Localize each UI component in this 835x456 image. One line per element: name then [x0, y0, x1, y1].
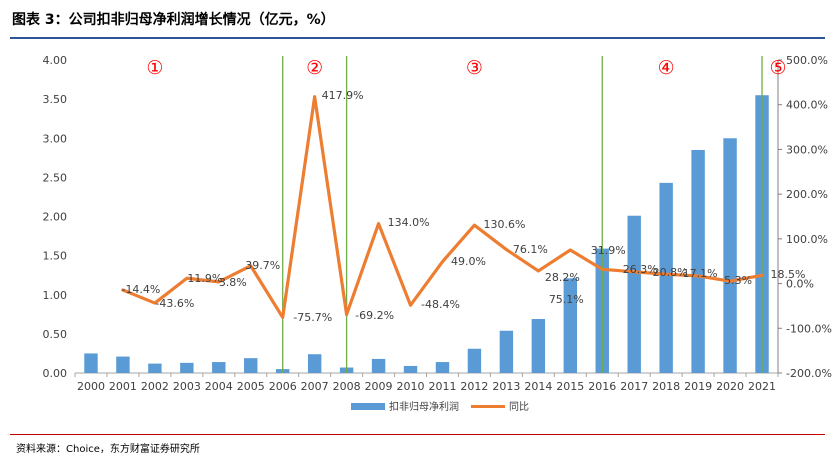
x-axis-tick-label: 2008: [333, 380, 361, 393]
right-axis-tick-label: 0.0%: [786, 278, 814, 291]
x-axis-tick-label: 2006: [269, 380, 297, 393]
x-axis-tick-label: 2021: [748, 380, 776, 393]
bar-2001: [116, 356, 130, 373]
right-axis-tick-label: -100.0%: [786, 322, 832, 335]
bar-series: [84, 95, 769, 374]
data-label-2013: 76.1%: [513, 243, 548, 256]
data-label-2001: -14.4%: [121, 283, 160, 296]
data-label-2002: -43.6%: [155, 297, 194, 310]
right-axis-tick-label: 200.0%: [786, 188, 828, 201]
left-axis-tick-label: 3.00: [43, 132, 68, 145]
data-labels: -14.4%-43.6% 11.9%3.8% 39.7% -75.7% 417.9% -6…: [121, 89, 805, 324]
bar-2002: [148, 363, 162, 373]
growth-line: [121, 95, 764, 320]
phase-label: ②: [306, 57, 323, 79]
x-axis-tick-label: 2002: [141, 380, 169, 393]
data-label-2006: -75.7%: [293, 311, 332, 324]
left-axis-tick-label: 1.50: [43, 250, 68, 263]
x-axis-tick-label: 2005: [237, 380, 265, 393]
title-divider: [10, 37, 825, 39]
phase-label: ①: [146, 57, 163, 79]
x-axis-tick-label: 2010: [397, 380, 425, 393]
bar-2004: [212, 362, 226, 373]
data-label-2020: 5.3%: [724, 274, 752, 287]
bar-2012: [467, 348, 482, 373]
data-label-2019: 17.1%: [683, 267, 718, 280]
x-axis-tick-label: 2020: [716, 380, 744, 393]
data-label-2010: -48.4%: [421, 298, 460, 311]
x-axis-tick-label: 2001: [109, 380, 137, 393]
bar-2009: [371, 358, 386, 373]
page-title: 图表 3：公司扣非归母净利润增长情况（亿元，%）: [12, 12, 335, 28]
bar-2005: [244, 358, 258, 373]
bar-2013: [499, 330, 514, 373]
data-label-2016: 31.9%: [591, 244, 626, 257]
right-axis-tick-label: 300.0%: [786, 143, 828, 156]
phase-label: ③: [466, 57, 483, 79]
bar-2011: [435, 362, 450, 373]
left-axis-tick-label: 0.50: [43, 328, 68, 341]
data-label-2007: 417.9%: [322, 89, 364, 102]
left-axis-tick-label: 1.00: [43, 289, 68, 302]
left-axis-tick-label: 4.00: [43, 54, 68, 67]
data-label-2018: 20.8%: [653, 266, 688, 279]
source-note: 资料来源：Choice，东方财富证券研究所: [16, 444, 200, 455]
phase-markers: ① ② ③ ④ ⑤: [146, 56, 787, 373]
x-axis-tick-label: 2007: [301, 380, 329, 393]
x-axis-tick-label: 2014: [524, 380, 552, 393]
line-series: [121, 95, 764, 320]
x-axis-tick-label: 2017: [620, 380, 648, 393]
right-axis-tick-label: 400.0%: [786, 99, 828, 112]
bar-2020: [723, 138, 737, 373]
legend-bar-swatch: [351, 403, 385, 410]
footer-divider: [10, 434, 825, 435]
data-label-2011: 49.0%: [451, 255, 486, 268]
left-axis-tick-label: 0.00: [43, 367, 68, 380]
data-label-2021: 18.5%: [771, 268, 806, 281]
right-axis-tick-label: -200.0%: [786, 367, 832, 380]
data-label-2012: 130.6%: [483, 218, 525, 231]
x-axis-tick-label: 2012: [460, 380, 488, 393]
chart-axes: 0.00 0.50 1.00 1.50 2.00 2.50 3.00 3.50 4.00 -200…: [43, 54, 832, 393]
x-axis-tick-label: 2004: [205, 380, 233, 393]
bar-2000: [84, 353, 98, 373]
right-axis-tick-label: 500.0%: [786, 54, 828, 67]
right-axis-tick-label: 100.0%: [786, 233, 828, 246]
data-label-2004: 3.8%: [219, 276, 247, 289]
x-axis-tick-label: 2013: [492, 380, 520, 393]
bar-2015: [563, 278, 578, 373]
x-axis-tick-label: 2000: [77, 380, 105, 393]
x-axis-tick-label: 2018: [652, 380, 680, 393]
x-axis-tick-label: 2019: [684, 380, 712, 393]
chart-legend: 扣非归母净利润 同比: [351, 400, 529, 413]
left-axis-tick-label: 2.00: [43, 211, 68, 224]
x-axis-tick-label: 2015: [556, 380, 584, 393]
x-axis-tick-label: 2003: [173, 380, 201, 393]
legend-line-label: 同比: [509, 401, 529, 413]
left-axis-tick-label: 3.50: [43, 93, 68, 106]
bar-2018: [659, 182, 673, 373]
data-label-2017: 26.3%: [623, 263, 658, 276]
data-label-2009: 134.0%: [388, 216, 430, 229]
data-label-2015: 75.1%: [549, 293, 584, 306]
legend-bar-label: 扣非归母净利润: [389, 400, 459, 413]
data-label-2005: 39.7%: [245, 259, 280, 272]
bar-2010: [403, 365, 418, 373]
profit-growth-chart: 0.00 0.50 1.00 1.50 2.00 2.50 3.00 3.50 4.00 -200…: [43, 54, 832, 413]
left-axis-tick-label: 2.50: [43, 171, 68, 184]
x-axis-tick-label: 2009: [365, 380, 393, 393]
phase-label: ④: [658, 57, 675, 79]
bar-2003: [180, 362, 194, 373]
x-axis-tick-label: 2011: [428, 380, 456, 393]
phase-label: ⑤: [769, 57, 786, 79]
data-label-2014: 28.2%: [545, 271, 580, 284]
bar-2019: [691, 149, 705, 373]
bar-2017: [627, 215, 641, 373]
data-label-2003: 11.9%: [187, 272, 222, 285]
x-axis-tick-label: 2016: [588, 380, 616, 393]
bar-2007: [307, 354, 322, 373]
bar-2014: [531, 319, 546, 373]
data-label-2008: -69.2%: [355, 309, 394, 322]
